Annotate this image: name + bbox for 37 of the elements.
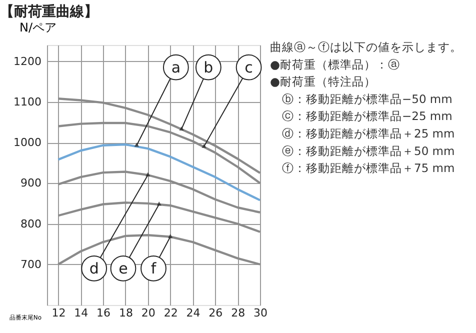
x-tick-label: 24: [186, 306, 200, 320]
line-series: [57, 122, 262, 184]
x-tick-label: 28: [231, 306, 246, 320]
y-tick-label: 1200: [14, 54, 42, 68]
text: ⓕ：移動距離が標準品＋75 mm: [282, 161, 455, 176]
annotation: d: [89, 259, 99, 278]
text: ⓒ：移動距離が標準品−25 mm: [282, 109, 452, 124]
text: ⓑ：移動距離が標準品−50 mm: [282, 92, 452, 106]
y-tick-label: 1100: [14, 95, 42, 108]
x-tick-label: 26: [208, 306, 223, 320]
x-tick-label: 22: [164, 306, 178, 320]
text: ⓓ：移動距離が標準品＋25 mm: [282, 126, 455, 140]
annotation: c: [244, 58, 253, 76]
chart-title: 【耐荷重曲線】: [0, 4, 98, 20]
x-tick-label: 30: [254, 306, 268, 320]
line-series: [57, 202, 262, 233]
y-tick-label: 900: [20, 176, 42, 190]
x-tick-label: 18: [118, 306, 133, 320]
text: ●耐荷重（標準品）：ⓐ: [270, 57, 400, 72]
annotation: f: [150, 259, 157, 278]
y-tick-label: 700: [20, 258, 42, 271]
line-series: [57, 170, 262, 214]
annotation: e: [118, 259, 128, 278]
annotation: a: [171, 58, 181, 76]
y-tick-label: 1000: [14, 136, 42, 149]
y-tick-label: 800: [20, 217, 42, 230]
text: ⓔ：移動距離が標準品＋50 mm: [282, 144, 455, 158]
y-axis-title: N/ペア: [20, 20, 57, 34]
x-tick-label: 16: [96, 306, 111, 320]
text: 曲線ⓐ～ⓕは以下の値を示します。: [270, 40, 462, 54]
text: ●耐荷重（特注品）: [270, 74, 376, 89]
line-series: [57, 98, 262, 174]
x-tick-label: 20: [141, 306, 156, 320]
x-tick-label: 14: [74, 306, 88, 320]
annotation: b: [204, 58, 214, 76]
line-series: [57, 143, 262, 202]
x-tick-label: 12: [52, 306, 66, 320]
